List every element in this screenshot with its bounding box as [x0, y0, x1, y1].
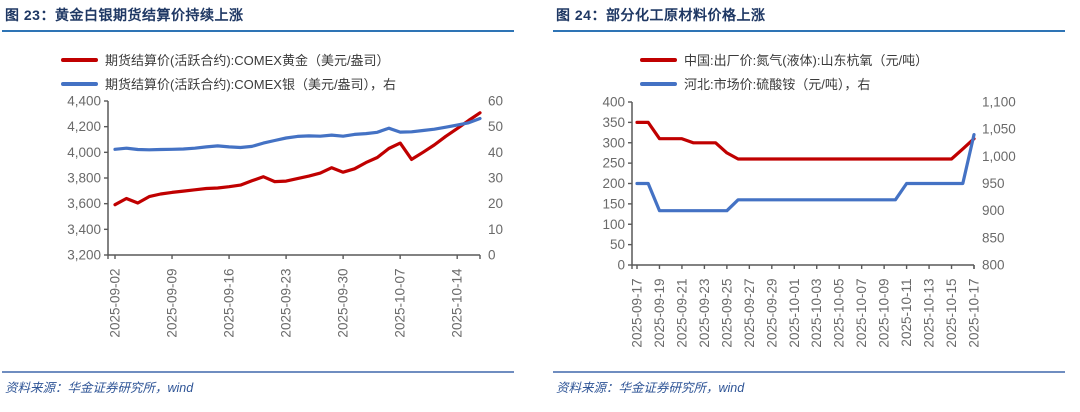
svg-text:0: 0: [488, 248, 496, 263]
source-note: 资料来源：华金证券研究所，wind: [5, 381, 194, 395]
series-line-0: [635, 120, 976, 161]
y-axis-left: 3,200 3,400 3,600 3,800 4,000 4,200 4,400: [67, 95, 108, 263]
svg-text:40: 40: [488, 145, 503, 160]
figure-title: 图 23：黄金白银期货结算价持续上涨: [5, 7, 244, 23]
svg-text:2025-09-21: 2025-09-21: [674, 279, 689, 348]
legend-swatch-line: [640, 81, 677, 86]
svg-text:2025-09-23: 2025-09-23: [279, 269, 294, 338]
svg-text:2025-10-13: 2025-10-13: [922, 279, 937, 348]
svg-text:50: 50: [488, 119, 503, 134]
svg-text:2025-10-17: 2025-10-17: [967, 279, 982, 348]
svg-text:300: 300: [602, 135, 625, 150]
svg-text:4,200: 4,200: [67, 119, 101, 134]
svg-text:2025-10-09: 2025-10-09: [877, 279, 892, 348]
svg-text:1,000: 1,000: [982, 149, 1016, 164]
svg-text:2025-10-05: 2025-10-05: [832, 279, 847, 348]
svg-text:2025-10-14: 2025-10-14: [450, 268, 465, 338]
svg-text:4,400: 4,400: [67, 95, 101, 109]
svg-text:2025-09-27: 2025-09-27: [742, 279, 757, 348]
legend-swatch-line: [640, 57, 677, 62]
svg-text:900: 900: [982, 203, 1005, 218]
title-divider: [553, 30, 1065, 32]
title-divider: [2, 30, 514, 32]
legend-label: 期货结算价(活跃合约):COMEX黄金（美元/盎司）: [105, 53, 390, 68]
figure-panel-24: 图 24：部分化工原材料价格上涨 中国:出厂价:氮气(液体):山东杭氧（元/吨）…: [553, 0, 1065, 412]
y-axis-right: 800 850 900 950 1,000 1,050 1,100: [982, 95, 1016, 273]
svg-text:20: 20: [488, 196, 503, 211]
x-axis: 2025-09-17 2025-09-19 2025-09-21 2025-09-23…: [630, 265, 982, 348]
svg-text:2025-09-19: 2025-09-19: [652, 279, 667, 348]
svg-text:150: 150: [602, 196, 625, 211]
svg-text:2025-10-15: 2025-10-15: [944, 279, 959, 348]
svg-text:4,000: 4,000: [67, 145, 101, 160]
svg-text:30: 30: [488, 171, 503, 186]
series-line-1: [635, 132, 976, 213]
svg-text:2025-10-03: 2025-10-03: [809, 279, 824, 348]
svg-text:950: 950: [982, 176, 1005, 191]
svg-text:60: 60: [488, 95, 503, 109]
svg-text:2025-09-25: 2025-09-25: [719, 279, 734, 348]
series-line-0: [113, 111, 482, 207]
svg-text:250: 250: [602, 156, 625, 171]
series-line-1: [113, 116, 482, 152]
source-divider: [553, 371, 1065, 373]
chart-legend: 期货结算价(活跃合约):COMEX黄金（美元/盎司） 期货结算价(活跃合约):CO…: [61, 48, 396, 95]
svg-text:2025-09-29: 2025-09-29: [764, 279, 779, 348]
svg-text:2025-10-11: 2025-10-11: [899, 279, 914, 347]
svg-text:10: 10: [488, 222, 503, 237]
svg-text:2025-10-07: 2025-10-07: [854, 279, 869, 348]
legend-item: 期货结算价(活跃合约):COMEX黄金（美元/盎司）: [61, 48, 396, 71]
legend-item: 期货结算价(活跃合约):COMEX银（美元/盎司），右: [61, 72, 396, 95]
legend-swatch-line: [61, 81, 98, 86]
line-chart-gold-silver: 3,200 3,400 3,600 3,800 4,000 4,200 4,400 0 10 20…: [67, 95, 503, 338]
legend-item: 河北:市场价:硫酸铵（元/吨），右: [640, 72, 928, 95]
svg-text:350: 350: [602, 115, 625, 130]
svg-text:1,100: 1,100: [982, 95, 1016, 110]
legend-swatch-line: [61, 57, 98, 62]
svg-text:850: 850: [982, 230, 1005, 245]
svg-text:2025-09-02: 2025-09-02: [108, 269, 123, 338]
legend-label: 河北:市场价:硫酸铵（元/吨），右: [684, 77, 871, 92]
svg-text:200: 200: [602, 176, 625, 191]
source-divider: [2, 371, 514, 373]
svg-text:3,400: 3,400: [67, 222, 101, 237]
figure-panel-23: 图 23：黄金白银期货结算价持续上涨 期货结算价(活跃合约):COMEX黄金（美…: [2, 0, 514, 412]
x-axis: 2025-09-02 2025-09-09 2025-09-16 2025-09-23…: [107, 255, 481, 338]
figure-title: 图 24：部分化工原材料价格上涨: [556, 7, 766, 23]
svg-text:2025-09-16: 2025-09-16: [222, 269, 237, 338]
legend-label: 期货结算价(活跃合约):COMEX银（美元/盎司），右: [105, 77, 397, 92]
svg-text:2025-10-07: 2025-10-07: [393, 269, 408, 338]
chart-legend: 中国:出厂价:氮气(液体):山东杭氧（元/吨） 河北:市场价:硫酸铵（元/吨），右: [640, 48, 928, 95]
svg-text:2025-09-23: 2025-09-23: [697, 279, 712, 348]
svg-text:3,600: 3,600: [67, 196, 101, 211]
svg-text:0: 0: [617, 258, 625, 273]
legend-label: 中国:出厂价:氮气(液体):山东杭氧（元/吨）: [684, 53, 929, 68]
svg-text:800: 800: [982, 258, 1005, 273]
svg-text:100: 100: [602, 217, 625, 232]
svg-text:3,200: 3,200: [67, 248, 101, 263]
svg-text:400: 400: [602, 95, 625, 110]
svg-text:2025-10-01: 2025-10-01: [787, 279, 802, 348]
legend-item: 中国:出厂价:氮气(液体):山东杭氧（元/吨）: [640, 48, 928, 71]
svg-text:3,800: 3,800: [67, 171, 101, 186]
svg-text:1,050: 1,050: [982, 122, 1016, 137]
y-axis-right: 0 10 20 30 40 50 60: [488, 95, 503, 263]
svg-text:2025-09-17: 2025-09-17: [630, 279, 645, 348]
svg-text:50: 50: [610, 237, 625, 252]
y-axis-left: 0 50 100 150 200 250 300 350 400: [602, 95, 632, 273]
source-note: 资料来源：华金证券研究所，wind: [556, 381, 745, 395]
line-chart-chemicals: 0 50 100 150 200 250 300 350 400 800 850 900 950 1,00…: [602, 95, 1016, 348]
svg-text:2025-09-30: 2025-09-30: [336, 269, 351, 338]
svg-text:2025-09-09: 2025-09-09: [165, 269, 180, 338]
